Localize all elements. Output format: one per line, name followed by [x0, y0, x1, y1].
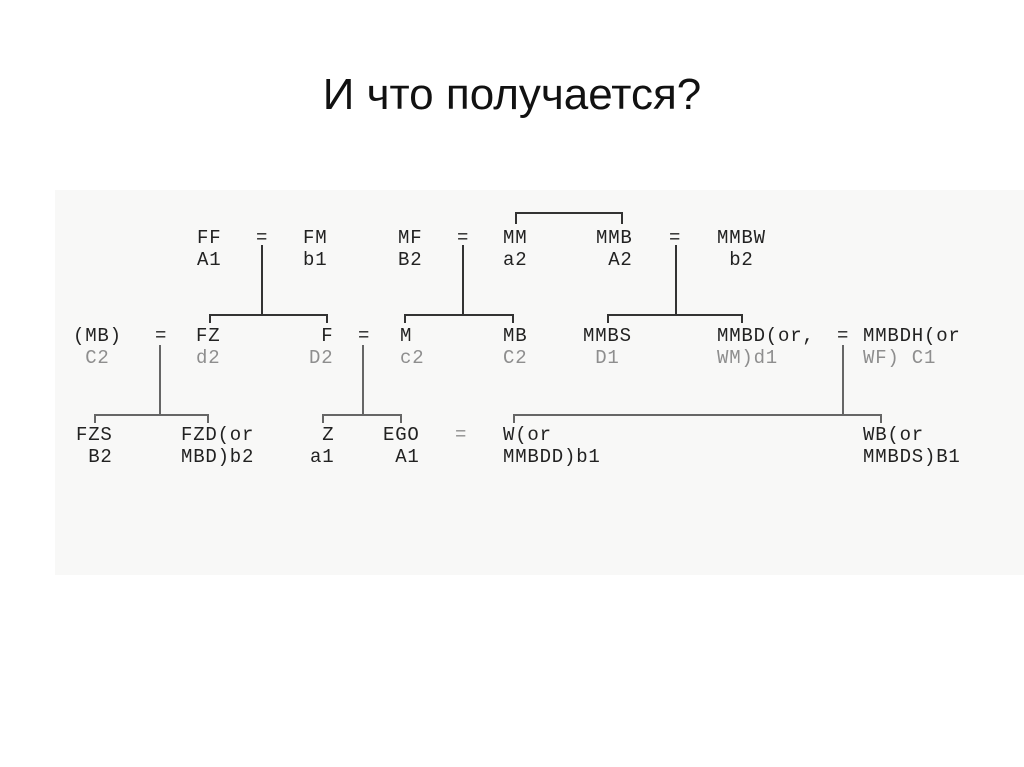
- node-code: a2: [503, 249, 528, 271]
- node-label: (MB): [73, 325, 122, 347]
- node-fm: FM b1: [303, 227, 327, 271]
- node-mmb: MMB A2: [596, 227, 633, 271]
- node-code: b1: [303, 249, 328, 271]
- node-code: WM)d1: [717, 347, 779, 369]
- node-mb: MB C2: [503, 325, 527, 369]
- node-fz: FZ d2: [196, 325, 220, 369]
- node-code: B2: [398, 249, 423, 271]
- node-code: WF) C1: [863, 347, 937, 369]
- node-mmbd: MMBD(or, WM)d1: [717, 325, 815, 369]
- descent-line-mmb-mmbw: [607, 245, 743, 323]
- node-mb-paren: (MB) C2: [73, 325, 122, 369]
- node-code: D1: [595, 347, 620, 369]
- marriage-sign: =: [455, 424, 468, 446]
- node-label: FM: [303, 227, 328, 249]
- marriage-sign: =: [457, 227, 470, 249]
- node-label: M: [400, 325, 413, 347]
- node-wb: WB(or MMBDS)B1: [863, 424, 961, 468]
- node-code: C2: [503, 347, 528, 369]
- node-label: FZ: [196, 325, 221, 347]
- node-f: F D2: [309, 325, 333, 369]
- node-ff: FF A1: [197, 227, 221, 271]
- node-code: A1: [197, 249, 222, 271]
- node-label: Z: [322, 424, 335, 446]
- marriage-sign: =: [358, 325, 371, 347]
- marriage-sign: =: [669, 227, 682, 249]
- node-label: MMB: [596, 227, 633, 249]
- node-label: MMBW: [717, 227, 766, 249]
- node-label: MF: [398, 227, 423, 249]
- sibling-bracket-mm-mmb: [515, 212, 623, 224]
- node-code: MBD)b2: [181, 446, 255, 468]
- marriage-sign: =: [837, 325, 850, 347]
- node-code: MMBDS)B1: [863, 446, 961, 468]
- descent-line-f-m: [322, 345, 402, 423]
- node-code: b2: [729, 249, 754, 271]
- marriage-sign: =: [155, 325, 168, 347]
- descent-line-ff-fm: [209, 245, 328, 323]
- node-mmbs: MMBS D1: [583, 325, 632, 369]
- node-w: W(or MMBDD)b1: [503, 424, 601, 468]
- node-code: A1: [395, 446, 420, 468]
- scanned-diagram-background: [55, 190, 1024, 575]
- node-code: C2: [85, 347, 110, 369]
- descent-line-mb-fz: [94, 345, 209, 423]
- node-mmbw: MMBW b2: [717, 227, 766, 271]
- descent-line-mf-mm: [404, 245, 514, 323]
- node-code: a1: [310, 446, 335, 468]
- node-label: FF: [197, 227, 222, 249]
- node-label: MMBDH(or: [863, 325, 961, 347]
- slide-title: И что получается?: [322, 70, 702, 119]
- node-label: MM: [503, 227, 528, 249]
- node-label: FZS: [76, 424, 113, 446]
- node-fzs: FZS B2: [76, 424, 113, 468]
- node-mf: MF B2: [398, 227, 422, 271]
- node-label: F: [321, 325, 334, 347]
- node-mmbdh: MMBDH(or WF) C1: [863, 325, 961, 369]
- node-label: MMBS: [583, 325, 632, 347]
- node-fzd: FZD(or MBD)b2: [181, 424, 254, 468]
- node-label: FZD(or: [181, 424, 255, 446]
- node-code: d2: [196, 347, 221, 369]
- node-label: WB(or: [863, 424, 925, 446]
- node-code: B2: [88, 446, 113, 468]
- node-label: MB: [503, 325, 528, 347]
- node-code: c2: [400, 347, 425, 369]
- node-code: MMBDD)b1: [503, 446, 601, 468]
- node-code: D2: [309, 347, 334, 369]
- node-label: MMBD(or,: [717, 325, 815, 347]
- node-code: A2: [608, 249, 633, 271]
- node-ego: EGO A1: [383, 424, 420, 468]
- node-label: EGO: [383, 424, 420, 446]
- node-mm: MM a2: [503, 227, 527, 271]
- descent-line-mmbd-mmbdh: [513, 345, 882, 423]
- marriage-sign: =: [256, 227, 269, 249]
- node-label: W(or: [503, 424, 552, 446]
